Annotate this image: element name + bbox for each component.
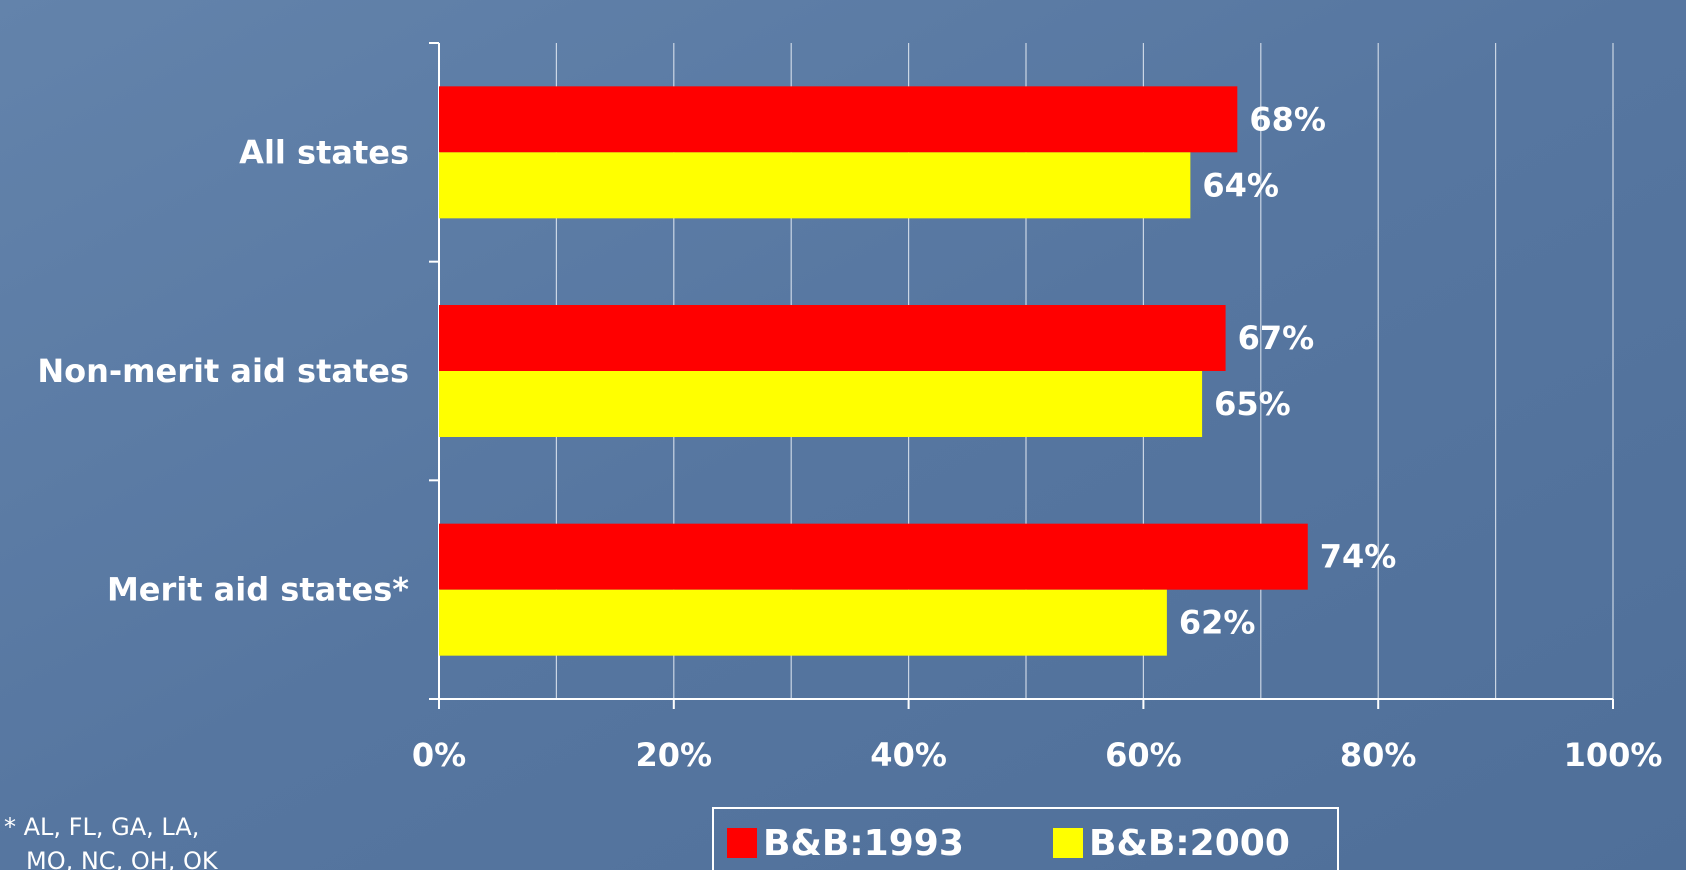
x-tick-label: 100% xyxy=(1564,736,1663,774)
legend-box xyxy=(712,807,1339,870)
x-tick-label: 80% xyxy=(1340,736,1417,774)
footnote: MO, NC, OH, OK xyxy=(26,847,219,870)
legend-label: B&B:2000 xyxy=(1089,823,1290,864)
bar xyxy=(439,589,1167,656)
x-tick-label: 20% xyxy=(636,736,713,774)
data-label: 68% xyxy=(1249,100,1326,138)
data-label: 65% xyxy=(1214,385,1291,423)
x-tick-label: 60% xyxy=(1105,736,1182,774)
data-label: 74% xyxy=(1320,538,1397,576)
legend-swatch xyxy=(727,828,757,858)
x-tick-label: 0% xyxy=(412,736,466,774)
bar xyxy=(439,86,1238,153)
y-tick-label: All states xyxy=(239,133,409,171)
bar xyxy=(439,523,1308,590)
bar xyxy=(439,371,1203,437)
y-tick-label: Merit aid states* xyxy=(107,571,409,609)
y-tick-label: Non-merit aid states xyxy=(37,352,409,390)
bar xyxy=(439,152,1191,219)
data-label: 67% xyxy=(1238,319,1315,357)
footnote: * AL, FL, GA, LA, xyxy=(4,813,199,841)
legend-label: B&B:1993 xyxy=(763,823,964,864)
data-label: 62% xyxy=(1179,604,1256,642)
x-tick-label: 40% xyxy=(870,736,947,774)
data-label: 64% xyxy=(1202,166,1279,204)
legend-swatch xyxy=(1053,828,1083,858)
bar xyxy=(439,305,1226,371)
